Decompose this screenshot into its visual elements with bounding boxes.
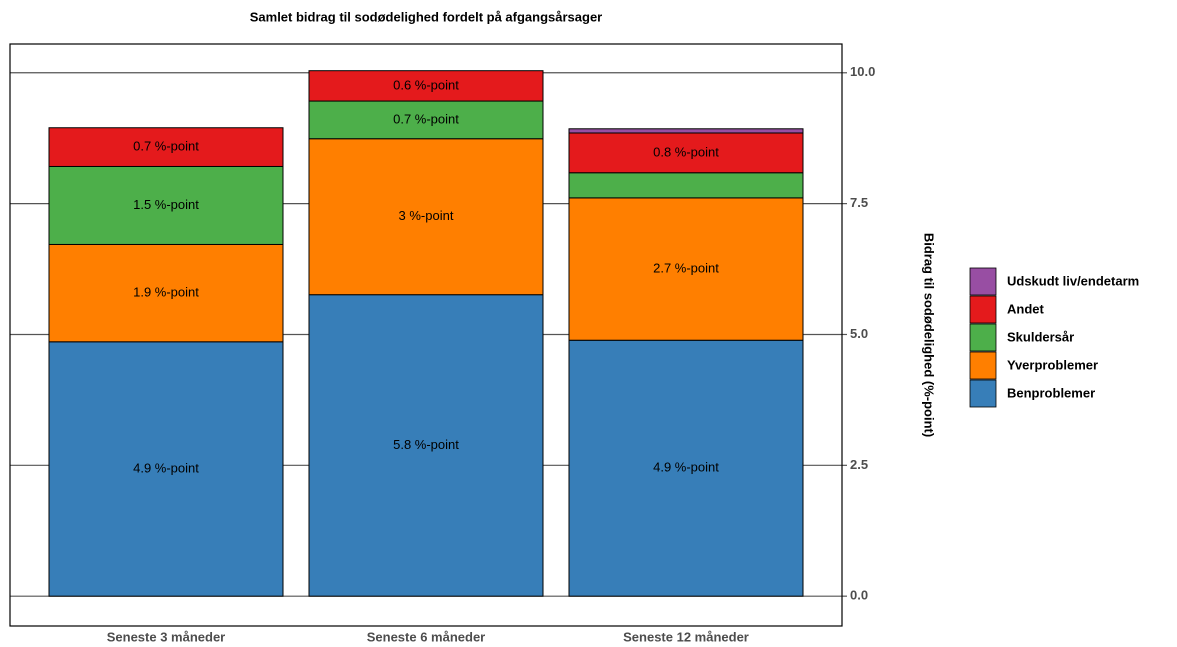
legend-label: Benproblemer (1007, 385, 1095, 400)
data-label: 1.9 %-point (133, 285, 199, 300)
data-label: 5.8 %-point (393, 437, 459, 452)
data-label: 0.7 %-point (393, 111, 459, 126)
panel-border (9, 43, 843, 627)
bar-segment (568, 339, 804, 597)
x-tick-label: Seneste 6 måneder (367, 629, 486, 644)
bar-segment (308, 100, 544, 140)
legend-label: Yverproblemer (1007, 357, 1098, 372)
bar-segment (308, 294, 544, 597)
data-label: 0.8 %-point (653, 144, 719, 159)
legend-key (969, 267, 997, 296)
bar-segment (308, 138, 544, 296)
x-tick-label: Seneste 12 måneder (623, 629, 749, 644)
legend-key (969, 295, 997, 324)
bar-segment (48, 127, 284, 167)
y-tick-label: 10.0 (850, 64, 875, 79)
bar-segment (48, 243, 284, 343)
data-label: 4.9 %-point (653, 460, 719, 475)
bar-segment (568, 197, 804, 341)
bar-segment (568, 172, 804, 199)
bar-segment (48, 165, 284, 245)
y-tick-label: 7.5 (850, 195, 868, 210)
y-tick-label: 5.0 (850, 326, 868, 341)
legend-key (969, 379, 997, 408)
y-axis-title: Bidrag til sodødelighed (%-point) (922, 233, 937, 437)
legend-label: Skuldersår (1007, 329, 1074, 344)
data-label: 2.7 %-point (653, 260, 719, 275)
legend-label: Andet (1007, 301, 1045, 316)
x-tick-label: Seneste 3 måneder (107, 629, 226, 644)
bar-segment (308, 70, 544, 102)
legend-key (969, 351, 997, 380)
data-label: 0.6 %-point (393, 77, 459, 92)
data-label: 3 %-point (399, 208, 454, 223)
legend-label: Udskudt liv/endetarm (1007, 273, 1139, 288)
bar-segment (568, 128, 804, 134)
y-tick-label: 2.5 (850, 457, 868, 472)
legend-key (969, 323, 997, 352)
data-label: 1.5 %-point (133, 197, 199, 212)
data-label: 0.7 %-point (133, 139, 199, 154)
chart-title: Samlet bidrag til sodødelighed fordelt p… (250, 9, 603, 24)
bar-segment (568, 132, 804, 174)
data-label: 4.9 %-point (133, 460, 199, 475)
y-tick-label: 0.0 (850, 588, 868, 603)
